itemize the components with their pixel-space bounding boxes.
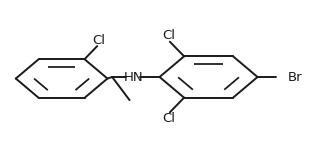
Text: Cl: Cl	[92, 34, 105, 47]
Text: Cl: Cl	[162, 112, 175, 125]
Text: HN: HN	[124, 71, 143, 83]
Text: Cl: Cl	[162, 29, 175, 42]
Text: Br: Br	[288, 71, 302, 83]
